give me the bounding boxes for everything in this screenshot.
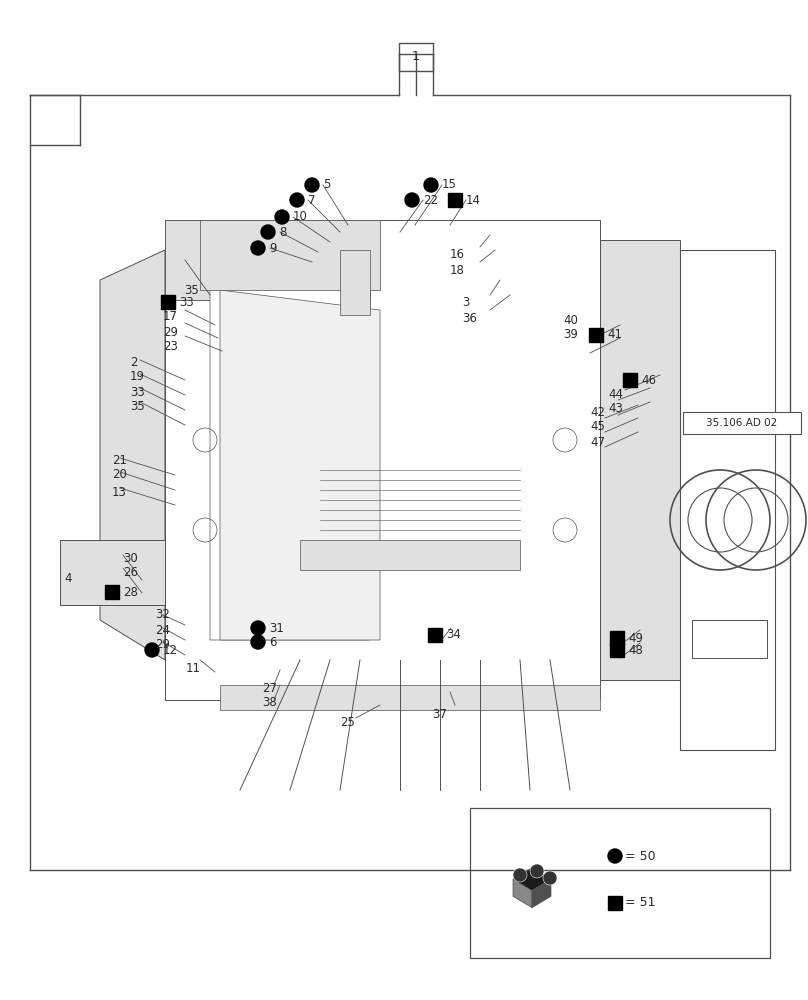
Polygon shape [513,879,532,908]
Polygon shape [532,879,551,908]
Polygon shape [600,240,680,680]
Text: 32: 32 [155,608,170,621]
Text: 12: 12 [163,644,178,656]
Text: 20: 20 [112,468,127,482]
Text: 38: 38 [262,696,277,710]
Bar [623,373,637,387]
Circle shape [608,849,622,863]
Text: 16: 16 [450,248,465,261]
Circle shape [251,241,265,255]
Text: 6: 6 [269,636,276,648]
Text: 48: 48 [628,644,643,656]
Polygon shape [680,250,775,750]
Bar [105,585,119,599]
Circle shape [251,621,265,635]
Polygon shape [200,220,380,290]
Circle shape [305,178,319,192]
Text: 40: 40 [563,314,578,326]
Text: 1: 1 [412,50,420,64]
Text: 35.106.AD 02: 35.106.AD 02 [706,418,777,428]
Text: 17: 17 [163,310,178,324]
Text: 39: 39 [563,328,578,342]
Bar [60,540,165,605]
Bar [610,631,624,645]
Text: 14: 14 [466,194,481,207]
Bar [683,412,801,434]
Text: 24: 24 [155,624,170,637]
Text: 35: 35 [130,400,145,414]
Text: 42: 42 [590,406,605,418]
Circle shape [290,193,304,207]
Bar [589,328,603,342]
Bar [448,193,462,207]
Polygon shape [513,868,551,891]
Bar [399,43,433,71]
Text: 33: 33 [179,296,194,308]
Text: 47: 47 [590,436,605,448]
Polygon shape [220,685,600,710]
Text: 29: 29 [155,639,170,652]
Polygon shape [100,250,165,660]
Polygon shape [165,220,370,300]
Text: 7: 7 [308,194,315,207]
Text: 35: 35 [184,284,199,296]
Text: 28: 28 [123,585,138,598]
Text: 31: 31 [269,621,284,635]
Text: KIT: KIT [539,928,557,938]
Text: 41: 41 [607,328,622,342]
Text: 33: 33 [130,385,145,398]
Circle shape [405,193,419,207]
Text: 21: 21 [112,454,127,466]
Text: 18: 18 [450,263,465,276]
Text: 43: 43 [608,401,623,414]
Polygon shape [165,220,600,700]
Circle shape [251,635,265,649]
Text: KIT: KIT [507,928,525,938]
Bar [428,628,442,642]
Text: 13: 13 [112,486,127,498]
Text: 34: 34 [446,629,461,642]
Text: 4: 4 [64,572,71,584]
Polygon shape [210,260,370,640]
Text: 8: 8 [279,226,286,238]
Text: 19: 19 [130,370,145,383]
Circle shape [543,871,557,885]
Bar [608,896,622,910]
Text: 46: 46 [641,373,656,386]
Text: 11: 11 [186,662,201,674]
Text: 30: 30 [123,552,137,564]
Polygon shape [220,290,380,640]
Text: 45: 45 [590,420,605,434]
Circle shape [261,225,275,239]
Text: 26: 26 [123,566,138,580]
Bar [692,620,767,658]
Circle shape [530,864,544,878]
Circle shape [275,210,289,224]
Text: 5: 5 [323,178,330,192]
Text: 49: 49 [628,632,643,645]
Text: 29: 29 [163,326,178,338]
Bar [340,250,370,315]
Text: 9: 9 [269,241,276,254]
Text: 15: 15 [442,178,457,192]
Text: 27: 27 [262,682,277,694]
Bar [610,643,624,657]
Text: 23: 23 [163,340,178,354]
Text: = 50: = 50 [625,850,655,862]
Circle shape [145,643,159,657]
Text: = 51: = 51 [625,896,655,910]
Bar [470,808,770,958]
Text: 25: 25 [340,716,355,728]
Circle shape [424,178,438,192]
Text: 36: 36 [462,312,477,324]
Circle shape [513,868,527,882]
Text: 44: 44 [608,388,623,401]
Text: 3: 3 [462,296,469,310]
Text: 2: 2 [130,356,137,368]
Bar [161,295,175,309]
Text: 10: 10 [293,211,308,224]
Text: 37: 37 [432,708,447,722]
Text: 22: 22 [423,194,438,207]
Bar [300,540,520,570]
